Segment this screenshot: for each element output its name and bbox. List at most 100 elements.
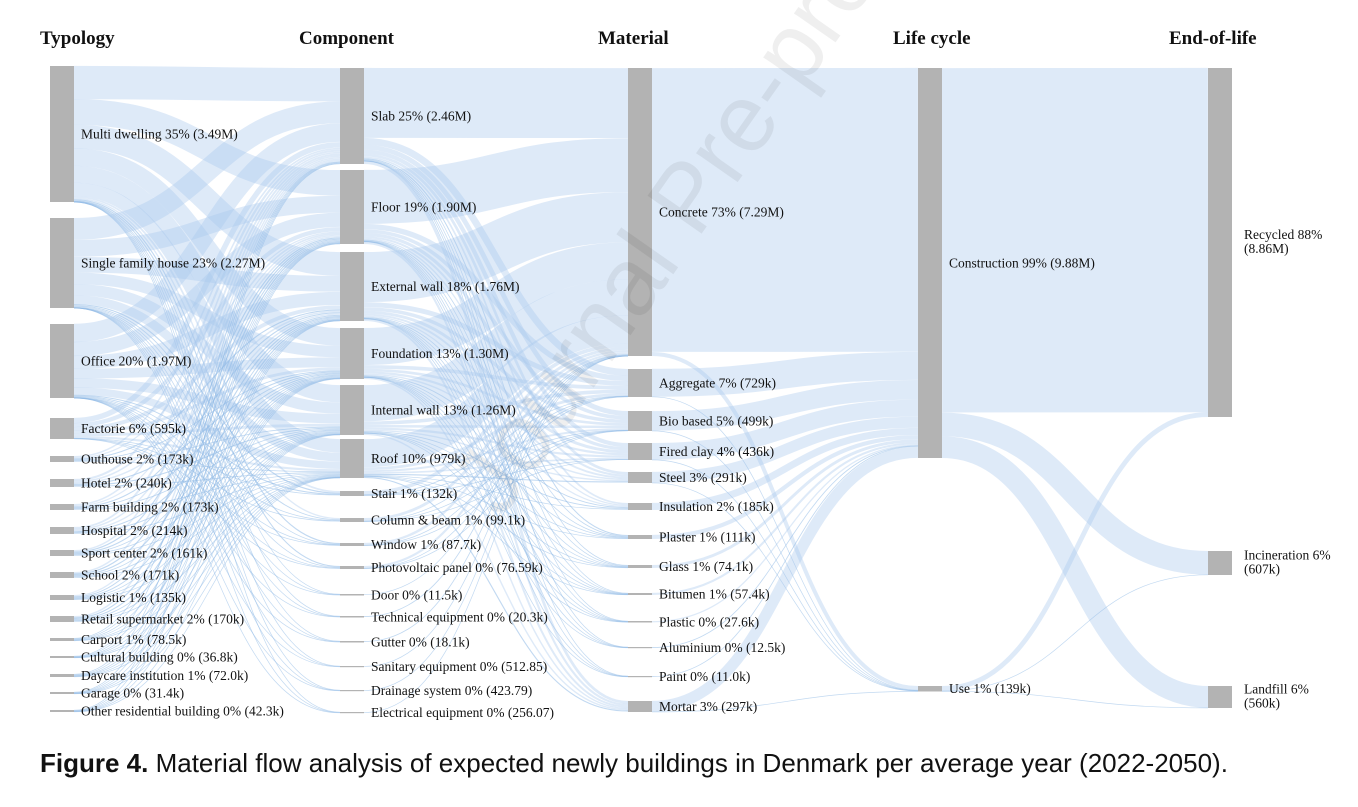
sankey-node (50, 656, 74, 658)
sankey-chart: Multi dwelling 35% (3.49M) Single family … (40, 28, 1331, 720)
sankey-link (363, 393, 629, 471)
node-label: Multi dwelling 35% (3.49M) (81, 127, 238, 142)
node-label: Other residential building 0% (42.3k) (81, 704, 284, 719)
sankey-link (73, 101, 341, 240)
sankey-link (73, 99, 341, 196)
sankey-link (651, 435, 919, 540)
sankey-node (628, 676, 652, 678)
node-label: Construction 99% (9.88M) (949, 256, 1095, 271)
sankey-link (73, 256, 341, 292)
sankey-link (363, 389, 629, 425)
sankey-link (73, 197, 341, 520)
node-label: Stair 1% (132k) (371, 486, 457, 501)
node-label: Door 0% (11.5k) (371, 587, 462, 602)
sankey-link (363, 343, 629, 495)
sankey-link (363, 160, 629, 594)
sankey-link (73, 201, 341, 595)
sankey-link (651, 399, 919, 460)
sankey-link (363, 475, 629, 539)
sankey-link (651, 351, 919, 397)
sankey-link (73, 397, 341, 596)
sankey-link (73, 315, 341, 576)
sankey-link (73, 357, 341, 379)
sankey-link (73, 376, 341, 599)
sankey-link (73, 476, 341, 642)
sankey-link (73, 243, 341, 694)
sankey-nodes: Multi dwelling 35% (3.49M) Single family … (50, 66, 1331, 720)
sankey-node (628, 701, 652, 712)
caption-text: Material flow analysis of expected newly… (148, 748, 1228, 778)
sankey-node (628, 593, 652, 595)
node-label: Steel 3% (291k) (659, 470, 747, 485)
sankey-link (363, 355, 629, 667)
sankey-link (73, 195, 341, 493)
sankey-link (73, 373, 341, 533)
sankey-link (73, 309, 341, 460)
sankey-link (73, 434, 341, 712)
column-headers: Typology Component Material Life cycle End-o… (40, 28, 1257, 49)
node-label: Slab 25% (2.46M) (371, 109, 471, 124)
node-label: Daycare institution 1% (72.0k) (81, 668, 248, 683)
node-label: Sport center 2% (161k) (81, 546, 207, 561)
sankey-link (941, 574, 1209, 692)
sankey-link (73, 242, 341, 640)
sankey-link (363, 432, 629, 623)
sankey-link (73, 272, 341, 358)
node-label: Hospital 2% (214k) (81, 523, 187, 538)
sankey-link (73, 155, 341, 552)
sankey-link (363, 395, 629, 522)
node-label: Retail supermarket 2% (170k) (81, 612, 244, 627)
sankey-node (628, 535, 652, 539)
sankey-node (340, 641, 364, 643)
sankey-link (73, 429, 341, 534)
sankey-link (363, 473, 629, 483)
sankey-link (363, 240, 629, 567)
sankey-link (73, 438, 341, 546)
sankey-node (628, 443, 652, 460)
node-label: Bitumen 1% (57.4k) (659, 587, 770, 602)
sankey-link (73, 201, 341, 642)
sankey-node (628, 411, 652, 431)
sankey-node (628, 565, 652, 568)
sankey-link (363, 241, 629, 706)
sankey-link (651, 444, 919, 623)
figure-caption: Figure 4. Material flow analysis of expe… (40, 748, 1228, 779)
sankey-link (73, 65, 341, 102)
node-label: Internal wall 13% (1.26M) (371, 403, 516, 418)
sankey-node (50, 572, 74, 578)
node-label: Landfill 6% (1244, 682, 1309, 697)
sankey-node (50, 504, 74, 510)
sankey-node (50, 527, 74, 534)
sankey-links (73, 65, 1209, 714)
sankey-link (73, 307, 341, 643)
node-label: School 2% (171k) (81, 568, 179, 583)
sankey-link (363, 395, 629, 496)
sankey-link (73, 238, 341, 575)
sankey-link (73, 378, 341, 677)
sankey-link (363, 355, 629, 691)
sankey-link (363, 354, 629, 595)
sankey-link (73, 307, 341, 618)
sankey-link (363, 138, 629, 224)
sankey-link (651, 416, 919, 483)
node-label: Technical equipment 0% (20.3k) (371, 609, 548, 624)
sankey-node (1208, 686, 1232, 708)
node-label: Floor 19% (1.90M) (371, 200, 476, 215)
sankey-node (50, 218, 74, 308)
sankey-link (73, 397, 341, 668)
sankey-node (340, 68, 364, 164)
sankey-link (73, 235, 341, 531)
sankey-link (363, 365, 629, 390)
sankey-link (941, 436, 1209, 708)
sankey-link (363, 310, 629, 454)
sankey-link (73, 199, 341, 545)
sankey-link (363, 375, 629, 539)
sankey-link (651, 446, 919, 713)
sankey-link (73, 434, 341, 677)
node-label-value: (607k) (1244, 562, 1280, 577)
sankey-link (73, 475, 341, 600)
sankey-link (363, 229, 629, 420)
node-label: Insulation 2% (185k) (659, 499, 774, 514)
sankey-link (651, 445, 919, 677)
sankey-link (363, 376, 629, 568)
